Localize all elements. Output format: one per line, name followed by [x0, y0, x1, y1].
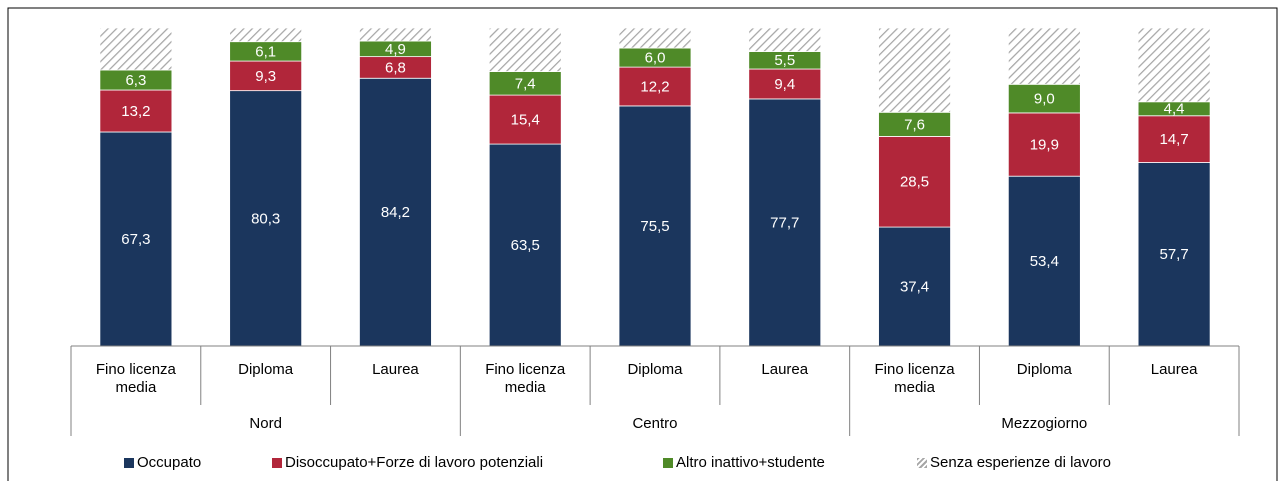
- data-label: 6,0: [645, 50, 666, 67]
- data-label: 28,5: [900, 174, 929, 191]
- data-label: 6,3: [125, 72, 146, 89]
- bar-segment: [1137, 162, 1211, 347]
- data-label: 9,0: [1034, 91, 1055, 108]
- x-tick-label: Fino licenza media: [95, 361, 176, 396]
- data-label: 77,7: [770, 214, 799, 231]
- data-label: 57,7: [1160, 246, 1189, 263]
- group-label: Nord: [249, 415, 282, 432]
- legend-swatch: [663, 458, 673, 468]
- legend-label: Senza esperienze di lavoro: [930, 454, 1111, 471]
- frame: [7, 7, 1278, 481]
- bar-segment: [488, 94, 562, 145]
- x-tick-label: Diploma: [627, 361, 683, 378]
- data-label: 14,7: [1160, 131, 1189, 148]
- data-label: 15,4: [511, 112, 540, 129]
- bar-segment: [359, 77, 432, 347]
- x-tick-label: Diploma: [238, 361, 294, 378]
- x-tick-label: Fino licenza media: [485, 361, 566, 396]
- bar-segment: [1137, 27, 1211, 103]
- bar-segment: [1007, 83, 1081, 114]
- data-label: 4,9: [385, 41, 406, 58]
- legend-label: Altro inattivo+studente: [676, 454, 825, 471]
- x-tick-label: Laurea: [761, 361, 809, 378]
- legend-label: Occupato: [137, 454, 202, 471]
- data-label: 63,5: [511, 237, 540, 254]
- bar-segment: [99, 27, 173, 71]
- legend-swatch: [272, 458, 282, 468]
- bar-segment: [1007, 175, 1081, 347]
- x-tick-label: Fino licenza media: [874, 361, 955, 396]
- x-tick-label: Laurea: [372, 361, 419, 378]
- bar-segment: [748, 68, 822, 100]
- data-label: 80,3: [251, 210, 280, 227]
- group-label: Mezzogiorno: [1001, 415, 1088, 432]
- bar-segment: [618, 66, 692, 107]
- data-label: 4,4: [1164, 101, 1185, 118]
- data-label: 9,3: [255, 68, 276, 85]
- bar-segment: [229, 90, 303, 347]
- legend-label: Disoccupato+Forze di lavoro potenziali: [285, 454, 544, 471]
- bar-segment: [748, 98, 822, 347]
- bar-segment: [878, 27, 951, 113]
- data-label: 6,1: [255, 43, 276, 60]
- data-label: 5,5: [774, 52, 795, 69]
- bar-segment: [878, 226, 951, 347]
- bar-segment: [229, 60, 303, 92]
- data-label: 19,9: [1030, 137, 1059, 154]
- data-label: 84,2: [381, 204, 410, 221]
- legend-item: Senza esperienze di lavoro: [917, 455, 1111, 471]
- data-label: 53,4: [1030, 253, 1059, 270]
- data-label: 13,2: [121, 103, 150, 120]
- legend-item: Disoccupato+Forze di lavoro potenziali: [272, 455, 543, 471]
- data-label: 6,8: [385, 59, 406, 76]
- legend-swatch: [124, 458, 134, 468]
- bar-segment: [1137, 115, 1211, 163]
- data-label: 9,4: [774, 76, 795, 93]
- bar-segment: [748, 27, 822, 52]
- bar-segment: [229, 27, 303, 43]
- bar-segment: [618, 27, 692, 49]
- bar-segment: [878, 111, 951, 137]
- data-label: 7,4: [515, 75, 536, 92]
- data-label: 12,2: [640, 78, 669, 95]
- bar-segment: [1007, 27, 1081, 85]
- bar-segment: [1007, 112, 1081, 177]
- data-label: 7,6: [904, 116, 925, 133]
- group-label: Centro: [632, 415, 678, 432]
- bar-segment: [878, 136, 951, 228]
- bar-segment: [99, 89, 173, 133]
- bar-segment: [488, 27, 562, 72]
- legend-swatch: [917, 458, 927, 468]
- data-label: 67,3: [121, 231, 150, 248]
- x-tick-label: Laurea: [1150, 361, 1198, 378]
- bar-segment: [359, 27, 432, 42]
- x-tick-label: Diploma: [1016, 361, 1072, 378]
- data-label: 75,5: [640, 218, 669, 235]
- legend-item: Occupato: [124, 455, 201, 471]
- data-label: 37,4: [900, 279, 929, 296]
- legend-item: Altro inattivo+studente: [663, 455, 825, 471]
